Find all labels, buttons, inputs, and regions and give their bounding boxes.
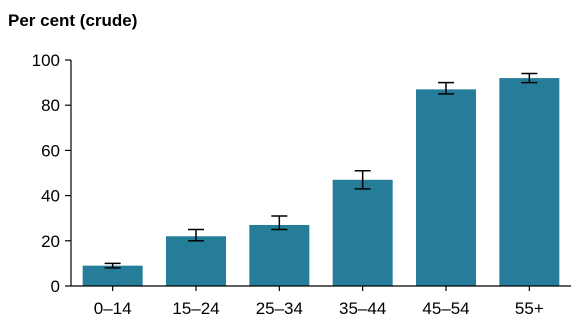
error-bar-2 [271,215,288,231]
bars-layer [82,78,560,286]
x-tick-label-1: 15–24 [172,299,219,318]
x-tick-label-3: 35–44 [339,299,386,318]
bar-5 [499,78,560,286]
y-tick-label-0: 0 [51,277,60,296]
x-tick-label-2: 25–34 [256,299,303,318]
x-tick-label-5: 55+ [515,299,544,318]
bar-0 [82,265,143,286]
bar-2 [249,224,310,286]
error-bar-0 [104,262,121,269]
x-tick-label-0: 0–14 [94,299,132,318]
x-ticks-layer: 0–14 15–24 25–34 35–44 45–54 55+ [94,286,544,318]
y-ticks-layer: 0 20 40 60 80 100 [32,51,71,296]
bar-4 [416,89,476,286]
bar-1 [166,236,226,286]
y-tick-label-1: 20 [41,232,60,251]
y-tick-label-3: 60 [41,141,60,160]
error-bar-1 [188,228,204,242]
error-bar-3 [354,169,371,190]
y-tick-label-4: 80 [41,96,60,115]
error-bar-5 [521,72,538,84]
error-bars-layer [104,72,538,269]
error-bar-4 [438,81,454,95]
y-tick-label-2: 40 [41,187,60,206]
bar-3 [332,179,393,286]
chart-title: Per cent (crude) [8,11,137,30]
y-tick-label-5: 100 [32,51,60,70]
x-tick-label-4: 45–54 [422,299,469,318]
